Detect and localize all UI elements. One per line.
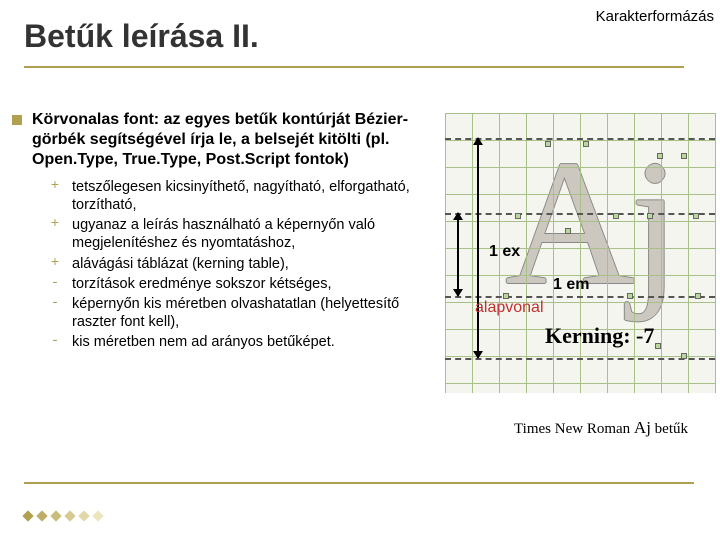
- grid-line: [445, 140, 715, 141]
- header-label: Karakterformázás: [596, 8, 714, 25]
- sub-item-text: torzítások eredménye sokszor kétséges,: [72, 275, 332, 293]
- sub-item-text: ugyanaz a leírás használható a képernyőn…: [72, 216, 432, 252]
- main-bullet: Körvonalas font: az egyes betűk kontúrjá…: [12, 110, 432, 170]
- minus-icon: -: [48, 275, 62, 291]
- grid-line: [445, 356, 715, 357]
- grid-line: [445, 221, 715, 222]
- grid-line: [445, 113, 446, 393]
- sub-item: -torzítások eredménye sokszor kétséges,: [48, 275, 432, 293]
- bezier-handle: [693, 213, 699, 219]
- sub-item-text: tetszőlegesen kicsinyíthető, nagyítható,…: [72, 178, 432, 214]
- caption-prefix: Times New Roman: [514, 421, 634, 437]
- grid-line: [553, 113, 554, 393]
- bezier-handle: [655, 343, 661, 349]
- sub-item: + ugyanaz a leírás használható a képernyő…: [48, 216, 432, 252]
- sub-item-text: alávágási táblázat (kerning table),: [72, 255, 289, 273]
- measure-arrow: [477, 138, 479, 358]
- bezier-handle: [627, 293, 633, 299]
- decorative-diamond-icon: [64, 510, 75, 521]
- title-rule: [24, 66, 684, 68]
- decorative-diamond-icon: [50, 510, 61, 521]
- sub-item: -képernyőn kis méretben olvashatatlan (h…: [48, 295, 432, 331]
- grid-line: [688, 113, 689, 393]
- minus-icon: -: [48, 333, 62, 349]
- measure-arrow: [457, 213, 459, 296]
- label-ex: 1 ex: [489, 243, 520, 261]
- bezier-handle: [565, 228, 571, 234]
- grid-line: [445, 113, 715, 114]
- main-bullet-text: Körvonalas font: az egyes betűk kontúrjá…: [32, 110, 432, 170]
- bezier-handle: [681, 153, 687, 159]
- guide-line: [445, 296, 715, 298]
- font-diagram: A j 1 ex1 emalapvonalKerning: -7: [445, 113, 715, 393]
- plus-icon: +: [48, 216, 62, 232]
- grid-line: [445, 383, 715, 384]
- plus-icon: +: [48, 178, 62, 194]
- page-title: Betűk leírása II.: [24, 18, 259, 55]
- grid-line: [445, 248, 715, 249]
- decorative-diamond-icon: [36, 510, 47, 521]
- bullet-square-icon: [12, 115, 22, 125]
- glyph-j: j: [630, 133, 680, 313]
- bezier-handle: [503, 293, 509, 299]
- content-block: Körvonalas font: az egyes betűk kontúrjá…: [12, 110, 432, 353]
- guide-line: [445, 213, 715, 215]
- bezier-handle: [681, 353, 687, 359]
- sub-item-text: kis méretben nem ad arányos betűképet.: [72, 333, 335, 351]
- label-em: 1 em: [553, 276, 589, 294]
- decorative-diamond-icon: [22, 510, 33, 521]
- footer-dots: [24, 512, 102, 520]
- sub-list: + tetszőlegesen kicsinyíthető, nagyítható…: [48, 178, 432, 351]
- sub-item: -kis méretben nem ad arányos betűképet.: [48, 333, 432, 351]
- diagram-caption: Times New Roman Aj betűk: [514, 418, 688, 438]
- minus-icon: -: [48, 295, 62, 311]
- guide-line: [445, 358, 715, 360]
- bezier-handle: [545, 141, 551, 147]
- decorative-diamond-icon: [92, 510, 103, 521]
- sub-item: + alávágási táblázat (kerning table),: [48, 255, 432, 273]
- bezier-handle: [613, 213, 619, 219]
- guide-line: [445, 138, 715, 140]
- sub-item-text: képernyőn kis méretben olvashatatlan (he…: [72, 295, 432, 331]
- bezier-handle: [647, 213, 653, 219]
- label-baseline: alapvonal: [475, 299, 544, 317]
- grid-line: [607, 113, 608, 393]
- label-kerning: Kerning: -7: [545, 323, 654, 349]
- bezier-handle: [583, 141, 589, 147]
- grid-line: [445, 167, 715, 168]
- grid-line: [445, 194, 715, 195]
- grid-line: [715, 113, 716, 393]
- sub-item: + tetszőlegesen kicsinyíthető, nagyítható…: [48, 178, 432, 214]
- footer-rule: [24, 482, 694, 484]
- decorative-diamond-icon: [78, 510, 89, 521]
- bezier-handle: [695, 293, 701, 299]
- grid-line: [526, 113, 527, 393]
- caption-suffix: betűk: [651, 421, 688, 437]
- bezier-handle: [657, 153, 663, 159]
- caption-aj: Aj: [634, 418, 651, 437]
- plus-icon: +: [48, 255, 62, 271]
- grid-line: [634, 113, 635, 393]
- grid-line: [580, 113, 581, 393]
- bezier-handle: [515, 213, 521, 219]
